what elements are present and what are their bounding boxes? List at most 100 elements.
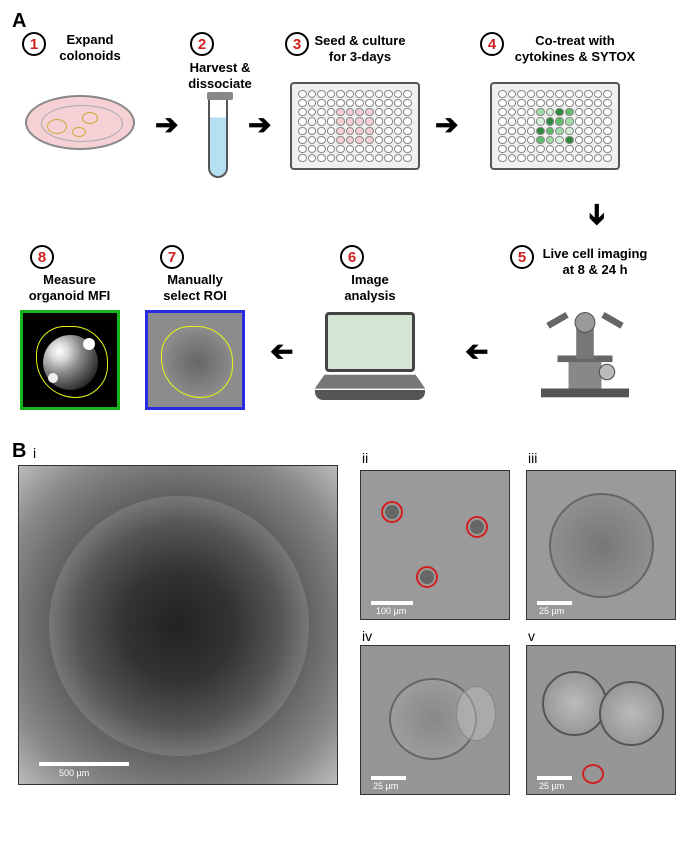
well: [536, 154, 545, 162]
well: [355, 99, 364, 107]
well: [375, 99, 384, 107]
well: [308, 154, 317, 162]
well: [498, 90, 507, 98]
well: [498, 136, 507, 144]
micrograph-ii: 100 µm: [360, 470, 510, 620]
well: [508, 154, 517, 162]
well: [575, 154, 584, 162]
well: [327, 154, 336, 162]
well: [375, 108, 384, 116]
well: [394, 145, 403, 153]
well: [508, 136, 517, 144]
well: [346, 117, 355, 125]
well: [527, 90, 536, 98]
well: [365, 108, 374, 116]
step-3-label: Seed & culturefor 3-days: [300, 33, 420, 64]
well: [317, 108, 326, 116]
well: [355, 90, 364, 98]
well: [336, 117, 345, 125]
well: [527, 99, 536, 107]
well: [555, 90, 564, 98]
arrow-5-6: ➔: [465, 336, 488, 369]
well: [546, 90, 555, 98]
well: [403, 127, 412, 135]
well: [584, 90, 593, 98]
well: [355, 136, 364, 144]
well: [375, 127, 384, 135]
well: [517, 136, 526, 144]
well: [327, 136, 336, 144]
arrow-2-3: ➔: [248, 108, 271, 141]
well: [536, 145, 545, 153]
well: [298, 117, 307, 125]
roi-image: [145, 310, 245, 410]
well: [298, 127, 307, 135]
well: [565, 145, 574, 153]
step-1-badge: 1: [22, 32, 46, 56]
well: [575, 136, 584, 144]
well: [555, 154, 564, 162]
well: [527, 117, 536, 125]
well: [375, 136, 384, 144]
well: [498, 108, 507, 116]
well: [346, 154, 355, 162]
well: [394, 127, 403, 135]
well: [308, 99, 317, 107]
step-2-num: 2: [198, 36, 206, 53]
step-2-badge: 2: [190, 32, 214, 56]
well: [536, 108, 545, 116]
well: [384, 136, 393, 144]
step-8-badge: 8: [30, 245, 54, 269]
step-8-label: Measureorganoid MFI: [22, 272, 117, 303]
well: [546, 108, 555, 116]
scalebar-ii-text: 100 µm: [376, 606, 406, 616]
well: [508, 90, 517, 98]
well: [317, 154, 326, 162]
well: [594, 90, 603, 98]
well: [498, 127, 507, 135]
panel-bi-label: i: [33, 445, 36, 461]
scalebar-v: [537, 776, 572, 780]
well: [517, 99, 526, 107]
laptop-icon: [325, 312, 425, 400]
well: [365, 127, 374, 135]
well: [603, 90, 612, 98]
well: [355, 127, 364, 135]
well: [555, 117, 564, 125]
well: [327, 99, 336, 107]
well: [517, 117, 526, 125]
well: [527, 136, 536, 144]
well: [575, 99, 584, 107]
step-6-label: Imageanalysis: [330, 272, 410, 303]
well: [603, 136, 612, 144]
well: [546, 127, 555, 135]
well: [308, 127, 317, 135]
well: [546, 117, 555, 125]
well: [536, 117, 545, 125]
well: [403, 145, 412, 153]
mfi-image: [20, 310, 120, 410]
well: [355, 154, 364, 162]
well: [594, 99, 603, 107]
well: [308, 145, 317, 153]
well: [394, 108, 403, 116]
arrow-4-5: ➔: [581, 203, 614, 226]
well: [365, 117, 374, 125]
well: [594, 154, 603, 162]
step-5-num: 5: [518, 249, 526, 266]
step-1-num: 1: [30, 36, 38, 53]
well: [565, 99, 574, 107]
well: [555, 145, 564, 153]
scalebar-iv: [371, 776, 406, 780]
micrograph-i: 500 µm: [18, 465, 338, 785]
step-7-num: 7: [168, 249, 176, 266]
well: [517, 127, 526, 135]
well: [336, 136, 345, 144]
well: [327, 145, 336, 153]
well: [317, 90, 326, 98]
well: [603, 99, 612, 107]
well: [575, 117, 584, 125]
step-1-label: Expandcolonoids: [45, 32, 135, 63]
well: [384, 127, 393, 135]
panel-bii-label: ii: [362, 450, 368, 466]
